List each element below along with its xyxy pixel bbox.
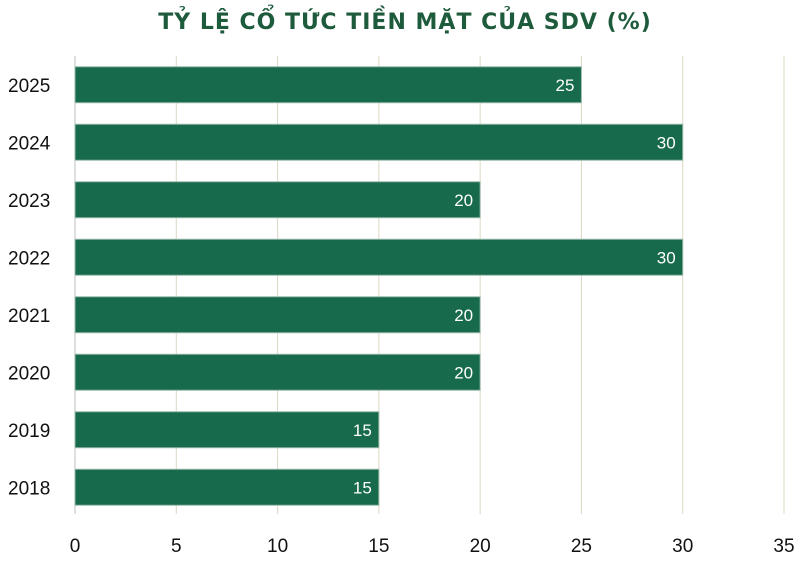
x-tick-label-20: 20 [470,536,491,557]
bar-2025 [74,66,582,104]
x-tick-label-25: 25 [571,536,592,557]
data-label-2022: 30 [657,248,676,267]
data-label-2024: 30 [657,133,676,152]
data-label-2021: 20 [454,306,473,325]
data-label-2025: 25 [556,76,575,95]
bar-2020 [74,353,481,391]
bar-2022 [74,238,684,276]
bar-2024 [74,123,684,161]
category-label-2018: 2018 [8,478,50,499]
bar-2018 [74,468,380,506]
x-tick-label-0: 0 [70,536,81,557]
category-label-2022: 2022 [8,248,50,269]
data-label-2018: 15 [353,478,372,497]
x-tick-label-5: 5 [171,536,182,557]
x-tick-label-35: 35 [773,536,794,557]
data-label-2020: 20 [454,363,473,382]
x-tick-label-10: 10 [267,536,288,557]
data-label-2019: 15 [353,421,372,440]
category-label-2025: 2025 [8,76,50,97]
category-label-2019: 2019 [8,421,50,442]
bar-2019 [74,411,380,449]
category-label-2021: 2021 [8,306,50,327]
bar-2021 [74,296,481,334]
category-label-2020: 2020 [8,363,50,384]
category-label-2024: 2024 [8,133,51,154]
data-label-2023: 20 [454,191,473,210]
x-tick-label-30: 30 [672,536,693,557]
x-tick-label-15: 15 [368,536,389,557]
chart-title: TỶ LỆ CỔ TỨC TIỀN MẶT CỦA SDV (%) [158,10,652,35]
bar-2023 [74,181,481,219]
category-label-2023: 2023 [8,191,50,212]
